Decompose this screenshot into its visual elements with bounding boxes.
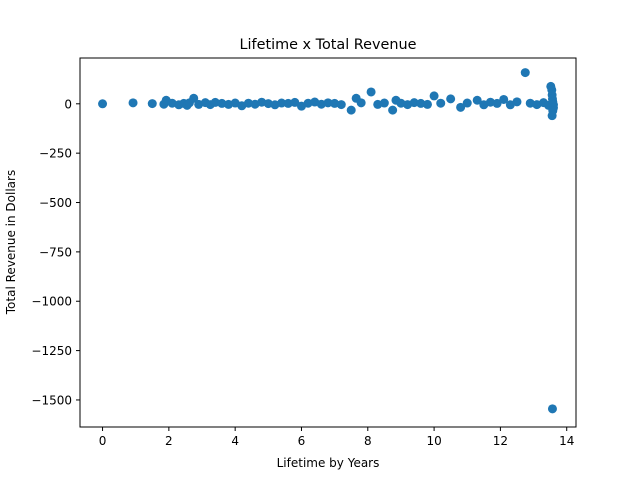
y-axis-title: Total Revenue in Dollars xyxy=(4,170,18,315)
data-point xyxy=(547,404,557,414)
data-point xyxy=(290,97,300,107)
y-tick-label: −1500 xyxy=(31,393,72,407)
data-point xyxy=(462,98,472,108)
x-axis: 0 2 4 6 8 10 12 14 xyxy=(99,427,574,448)
x-tick-label: 4 xyxy=(231,434,239,448)
data-point xyxy=(366,87,376,97)
data-point xyxy=(547,111,557,121)
data-point xyxy=(263,99,273,109)
data-point xyxy=(446,94,456,104)
data-point xyxy=(283,98,293,108)
data-point xyxy=(277,98,287,108)
data-point xyxy=(512,97,522,107)
data-point xyxy=(147,99,157,109)
data-point xyxy=(356,98,366,108)
x-tick-label: 0 xyxy=(99,434,107,448)
data-point xyxy=(388,105,398,115)
data-point xyxy=(330,98,340,108)
data-point xyxy=(210,97,220,107)
chart-title: Lifetime x Total Revenue xyxy=(240,37,417,53)
x-axis-title: Lifetime by Years xyxy=(277,456,380,470)
y-tick-label: 0 xyxy=(64,97,72,111)
data-point xyxy=(217,98,227,108)
data-point xyxy=(456,102,466,112)
y-tick-label: −1000 xyxy=(31,295,72,309)
data-point xyxy=(422,99,432,109)
data-point xyxy=(379,98,389,108)
data-point xyxy=(485,97,495,107)
x-tick-label: 12 xyxy=(493,434,508,448)
data-point xyxy=(303,98,313,108)
data-point xyxy=(409,98,419,108)
x-tick-label: 2 xyxy=(165,434,173,448)
plot-frame xyxy=(79,57,577,428)
x-tick-label: 6 xyxy=(298,434,306,448)
y-tick-label: −250 xyxy=(39,147,72,161)
x-tick-label: 8 xyxy=(364,434,372,448)
y-tick-label: −500 xyxy=(39,196,72,210)
data-point xyxy=(336,100,346,110)
data-point xyxy=(128,98,138,108)
data-point xyxy=(499,94,509,104)
data-point xyxy=(243,98,253,108)
data-point xyxy=(472,95,482,105)
data-point xyxy=(520,68,530,78)
data-point xyxy=(429,91,439,101)
points-layer xyxy=(98,68,558,414)
data-point xyxy=(189,93,199,103)
data-point xyxy=(323,98,333,108)
data-point xyxy=(492,98,502,108)
y-axis: 0 −250 −500 −750 −1000 −1250 −1500 xyxy=(31,97,80,407)
x-tick-label: 10 xyxy=(426,434,441,448)
y-tick-label: −750 xyxy=(39,245,72,259)
x-tick-label: 14 xyxy=(559,434,574,448)
data-point xyxy=(416,98,426,108)
data-point xyxy=(346,105,356,115)
data-point xyxy=(436,98,446,108)
y-tick-label: −1250 xyxy=(31,344,72,358)
data-point xyxy=(98,99,108,109)
